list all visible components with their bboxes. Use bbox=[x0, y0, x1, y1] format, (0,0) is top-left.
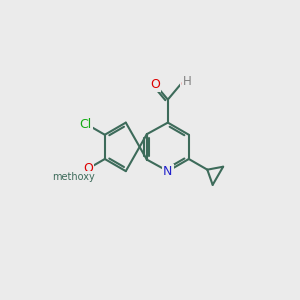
Text: methoxy: methoxy bbox=[52, 172, 95, 182]
Text: H: H bbox=[183, 75, 191, 88]
Text: O: O bbox=[83, 162, 93, 175]
Text: O: O bbox=[181, 78, 190, 91]
Text: Cl: Cl bbox=[80, 118, 92, 131]
Text: N: N bbox=[163, 165, 172, 178]
Text: O: O bbox=[150, 78, 160, 91]
